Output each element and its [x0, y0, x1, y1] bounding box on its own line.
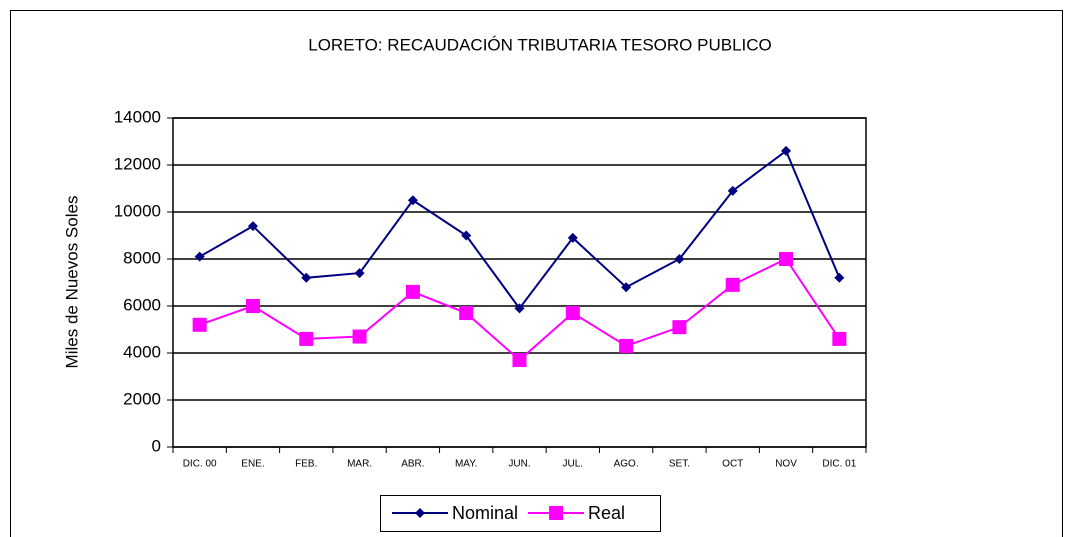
y-tick-label: 2000	[123, 389, 161, 408]
y-tick-label: 4000	[123, 342, 161, 361]
x-tick-label: OCT	[722, 459, 743, 470]
x-tick-label: JUL.	[563, 459, 584, 470]
data-point	[781, 145, 792, 156]
data-point	[779, 252, 794, 266]
data-point	[459, 306, 474, 321]
data-point	[514, 303, 525, 314]
data-point	[619, 338, 634, 353]
y-axis-label: Miles de Nuevos Soles	[62, 196, 81, 369]
data-point	[407, 195, 418, 206]
x-tick-label: ABR.	[401, 459, 424, 470]
data-point	[832, 331, 847, 346]
data-point	[405, 284, 420, 299]
x-tick-label: DIC. 01	[822, 459, 856, 470]
data-point	[192, 317, 207, 332]
x-tick-label: SET.	[669, 459, 690, 470]
data-point	[354, 268, 365, 279]
data-point	[834, 272, 845, 283]
x-tick-label: AGO.	[614, 459, 639, 470]
x-tick-label: FEB.	[295, 459, 317, 470]
x-tick-label: ENE.	[241, 459, 264, 470]
data-point	[512, 353, 527, 368]
legend-marker	[549, 506, 564, 520]
data-point	[725, 277, 740, 292]
chart-frame	[10, 10, 1063, 537]
y-tick-label: 8000	[123, 248, 161, 267]
y-tick-label: 0	[152, 436, 161, 455]
data-point	[194, 251, 205, 262]
y-tick-label: 10000	[114, 201, 161, 220]
x-tick-label: DIC. 00	[183, 459, 217, 470]
data-point	[299, 331, 314, 346]
data-point	[565, 306, 580, 321]
x-tick-label: NOV	[775, 459, 797, 470]
data-point	[461, 230, 472, 241]
legend-label: Nominal	[452, 503, 518, 523]
legend-label: Real	[588, 503, 625, 523]
data-point	[674, 254, 685, 264]
plot-area	[172, 117, 867, 448]
data-point	[301, 272, 312, 283]
y-tick-label: 12000	[114, 154, 161, 173]
data-point	[247, 221, 258, 232]
x-tick-label: JUN.	[508, 459, 530, 470]
x-tick-label: MAR.	[347, 459, 372, 470]
y-tick-label: 6000	[123, 295, 161, 314]
x-tick-label: MAY.	[455, 459, 477, 470]
data-point	[567, 232, 578, 243]
data-point	[245, 299, 260, 313]
data-point	[352, 329, 367, 344]
data-point	[672, 320, 687, 335]
chart-title: LORETO: RECAUDACIÓN TRIBUTARIA TESORO PU…	[308, 35, 772, 54]
legend-marker	[415, 508, 425, 518]
y-tick-label: 14000	[114, 107, 161, 126]
data-point	[727, 185, 738, 196]
data-point	[621, 282, 632, 293]
